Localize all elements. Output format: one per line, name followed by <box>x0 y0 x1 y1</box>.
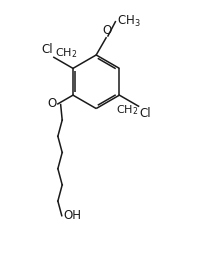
Text: CH$_3$: CH$_3$ <box>116 14 140 28</box>
Text: OH: OH <box>63 209 81 222</box>
Text: O: O <box>47 97 57 110</box>
Text: Cl: Cl <box>140 107 151 120</box>
Text: CH$_2$: CH$_2$ <box>55 46 77 60</box>
Text: O: O <box>102 24 111 37</box>
Text: Cl: Cl <box>41 43 53 56</box>
Text: CH$_2$: CH$_2$ <box>116 103 138 117</box>
